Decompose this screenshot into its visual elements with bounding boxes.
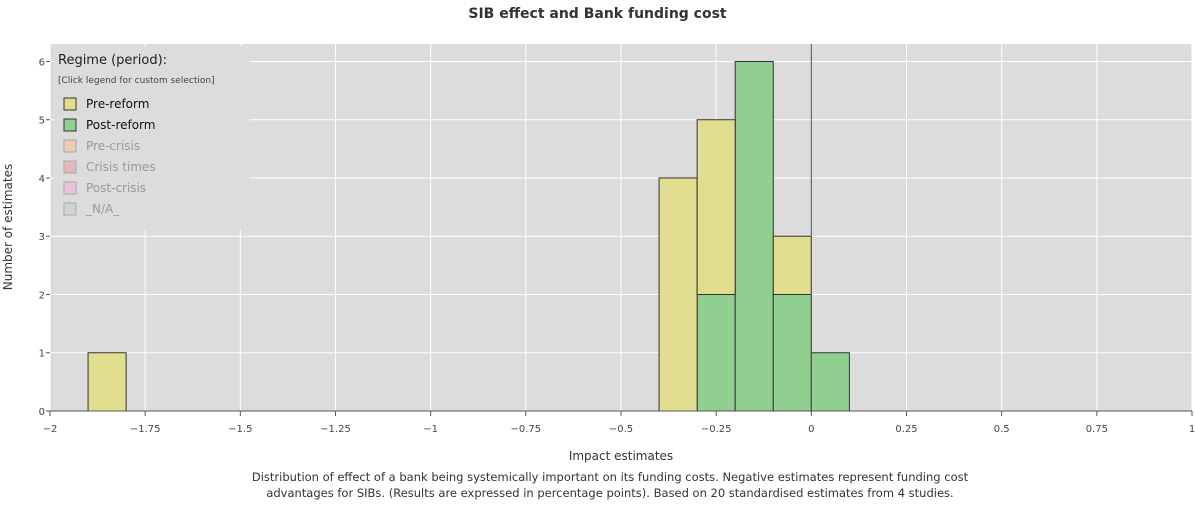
- bar-post-reform: [734, 60, 774, 412]
- bar-post-reform: [772, 293, 812, 412]
- x-axis-label: Impact estimates: [569, 449, 673, 463]
- x-tick-label: −2: [43, 424, 58, 435]
- legend-item-label: _N/A_: [85, 202, 120, 216]
- legend-swatch: [63, 202, 77, 216]
- legend-item-label: Crisis times: [86, 160, 156, 174]
- legend-item-label: Post-crisis: [86, 181, 146, 195]
- bar-pre-reform: [658, 177, 698, 412]
- legend-swatch: [63, 139, 77, 153]
- bar-post-reform: [696, 293, 736, 412]
- y-tick-label: 3: [39, 232, 45, 243]
- bars: [87, 60, 850, 412]
- chart-title: SIB effect and Bank funding cost: [468, 6, 727, 22]
- x-tick-label: 1: [1189, 424, 1195, 435]
- x-tick-label: −0.75: [511, 424, 542, 435]
- legend-item-post-reform[interactable]: Post-reform: [63, 118, 155, 132]
- x-tick-label: −0.5: [609, 424, 633, 435]
- legend-item-n-a[interactable]: _N/A_: [63, 202, 120, 216]
- x-tick-label: −1.5: [228, 424, 252, 435]
- y-tick-label: 0: [39, 407, 45, 418]
- chart-caption: Distribution of effect of a bank being s…: [251, 470, 969, 500]
- legend: Regime (period): [Click legend for custo…: [54, 46, 250, 230]
- legend-item-label: Post-reform: [86, 118, 155, 132]
- x-tick-label: −1.25: [320, 424, 351, 435]
- legend-swatch: [63, 181, 77, 195]
- legend-item-crisis-times[interactable]: Crisis times: [63, 160, 156, 174]
- y-axis-ticks: 0 1 2 3 4 5 6: [39, 57, 50, 418]
- x-tick-label: −0.25: [701, 424, 732, 435]
- x-tick-label: 0.75: [1086, 424, 1108, 435]
- legend-item-post-crisis[interactable]: Post-crisis: [63, 181, 146, 195]
- bar-post-reform: [810, 352, 850, 412]
- bar-pre-reform: [87, 352, 127, 412]
- legend-swatch: [63, 97, 77, 111]
- x-tick-label: −1: [423, 424, 438, 435]
- bar-pre-reform: [696, 119, 736, 295]
- y-tick-label: 6: [39, 57, 45, 68]
- y-tick-label: 1: [39, 349, 45, 360]
- legend-item-label: Pre-crisis: [86, 139, 140, 153]
- x-tick-label: −1.75: [130, 424, 161, 435]
- legend-swatch: [63, 160, 77, 174]
- bar-pre-reform: [772, 235, 812, 295]
- legend-title: Regime (period):: [58, 53, 167, 68]
- legend-item-label: Pre-reform: [86, 97, 149, 111]
- legend-subtitle: [Click legend for custom selection]: [58, 76, 215, 86]
- legend-item-pre-crisis[interactable]: Pre-crisis: [63, 139, 140, 153]
- y-tick-label: 2: [39, 290, 45, 301]
- y-tick-label: 4: [39, 174, 45, 185]
- x-tick-label: 0: [808, 424, 814, 435]
- histogram-chart: −2 −1.75 −1.5 −1.25 −1 −0.75 −0.5 −0.25 0 0.25 0.5…: [1, 44, 1195, 463]
- y-axis-label: Number of estimates: [1, 164, 15, 290]
- x-axis-ticks: −2 −1.75 −1.5 −1.25 −1 −0.75 −0.5 −0.25 0 0.25 0.5…: [43, 411, 1195, 435]
- x-tick-label: 0.5: [994, 424, 1010, 435]
- y-tick-label: 5: [39, 116, 45, 127]
- legend-swatch: [63, 118, 77, 132]
- x-tick-label: 0.25: [895, 424, 917, 435]
- legend-item-pre-reform[interactable]: Pre-reform: [63, 97, 149, 111]
- legend-background: [54, 46, 250, 230]
